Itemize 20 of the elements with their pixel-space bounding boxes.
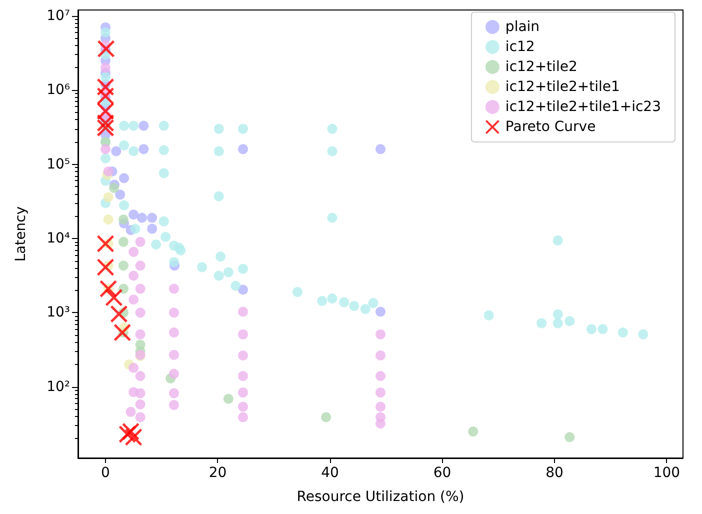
x-tick-label: 80: [546, 465, 564, 481]
legend-label: plain: [505, 19, 540, 35]
legend-label: ic12: [505, 39, 535, 55]
x-axis-title: Resource Utilization (%): [296, 489, 464, 505]
x-tick-label: 60: [433, 465, 452, 481]
y-tick-label: 10⁶: [46, 82, 70, 98]
x-tick-label: 40: [321, 465, 339, 481]
y-tick-label: 10²: [46, 378, 70, 395]
x-tick-label: 0: [101, 465, 110, 481]
y-tick-label: 10⁴: [46, 230, 70, 246]
y-axis-title: Latency: [13, 206, 29, 262]
y-tick-label: 10⁵: [46, 156, 70, 172]
y-tick-label: 10⁷: [46, 8, 70, 24]
y-tick-label: 10³: [46, 304, 70, 321]
legend-label: ic12+tile2+tile1: [505, 79, 620, 95]
legend-label: ic12+tile2: [505, 59, 578, 75]
x-tick-label: 100: [653, 465, 680, 481]
x-tick-label: 20: [208, 465, 227, 481]
legend-label: Pareto Curve: [505, 119, 596, 135]
legend-label: ic12+tile2+tile1+ic23: [505, 99, 662, 115]
